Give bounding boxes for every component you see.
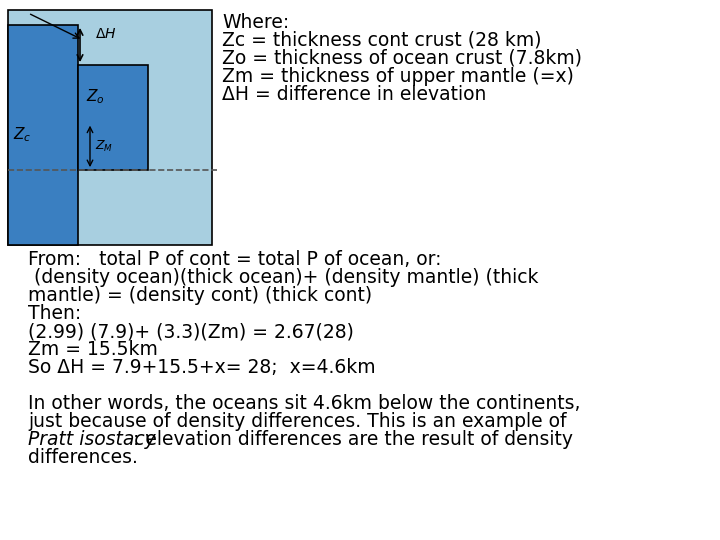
- Text: (2.99) (7.9)+ (3.3)(Zm) = 2.67(28): (2.99) (7.9)+ (3.3)(Zm) = 2.67(28): [28, 322, 354, 341]
- Text: So ΔH = 7.9+15.5+x= 28;  x=4.6km: So ΔH = 7.9+15.5+x= 28; x=4.6km: [28, 358, 376, 377]
- Text: Zm = 15.5km: Zm = 15.5km: [28, 340, 158, 359]
- Bar: [8, 25, 78, 245]
- Bar: [8, 10, 212, 245]
- Text: From:   total P of cont = total P of ocean, or:: From: total P of cont = total P of ocean…: [28, 250, 441, 269]
- Text: $Z_c$: $Z_c$: [13, 126, 32, 144]
- Text: Zc = thickness cont crust (28 km): Zc = thickness cont crust (28 km): [222, 31, 541, 50]
- Text: ΔH = difference in elevation: ΔH = difference in elevation: [222, 85, 487, 104]
- Text: mantle) = (density cont) (thick cont): mantle) = (density cont) (thick cont): [28, 286, 372, 305]
- Text: Then:: Then:: [28, 304, 81, 323]
- Text: Pratt isostacy: Pratt isostacy: [28, 430, 156, 449]
- Text: In other words, the oceans sit 4.6km below the continents,: In other words, the oceans sit 4.6km bel…: [28, 394, 580, 413]
- Text: $Z_M$: $Z_M$: [95, 139, 113, 154]
- Bar: [78, 65, 148, 170]
- Text: Zo = thickness of ocean crust (7.8km): Zo = thickness of ocean crust (7.8km): [222, 49, 582, 68]
- Text: $Z_o$: $Z_o$: [86, 87, 105, 106]
- Text: Where:: Where:: [222, 13, 289, 32]
- Text: differences.: differences.: [28, 448, 138, 467]
- Text: : elevation differences are the result of density: : elevation differences are the result o…: [133, 430, 573, 449]
- Text: (density ocean)(thick ocean)+ (density mantle) (thick: (density ocean)(thick ocean)+ (density m…: [28, 268, 539, 287]
- Text: just because of density differences. This is an example of: just because of density differences. Thi…: [28, 412, 567, 431]
- Text: Zm = thickness of upper mantle (=x): Zm = thickness of upper mantle (=x): [222, 67, 574, 86]
- Text: $\Delta H$: $\Delta H$: [95, 27, 117, 41]
